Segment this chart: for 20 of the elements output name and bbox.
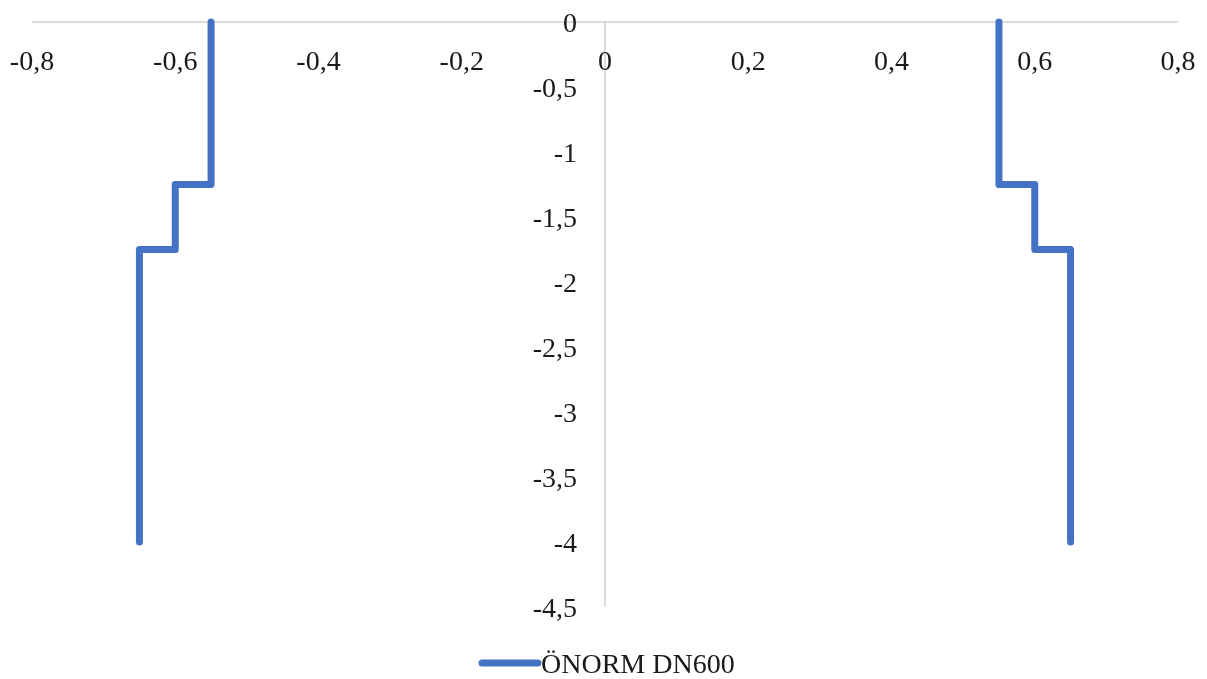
x-tick-label: 0,6 [1017, 44, 1053, 76]
x-tick-label: -0,2 [439, 44, 484, 76]
y-tick-label: -0,5 [532, 71, 577, 103]
y-tick-label: -3,5 [532, 461, 577, 493]
x-tick-label: 0 [598, 44, 612, 76]
x-tick-label: 0,4 [874, 44, 909, 76]
y-tick-label: -1 [553, 136, 577, 168]
y-tick-label: -3 [553, 396, 577, 428]
x-tick-label: -0,4 [296, 44, 341, 76]
y-tick-label: -2 [553, 266, 577, 298]
y-tick-label: -4 [553, 526, 577, 558]
x-tick-label: -0,6 [153, 44, 198, 76]
x-tick-label: 0,8 [1160, 44, 1196, 76]
legend-label: ÖNORM DN600 [541, 647, 735, 679]
x-tick-label: 0,2 [730, 44, 766, 76]
y-tick-label: -4,5 [532, 591, 577, 623]
y-tick-label: -1,5 [532, 201, 577, 233]
x-tick-label: -0,8 [9, 44, 55, 76]
y-tick-label: 0 [563, 6, 577, 38]
y-tick-label: -2,5 [532, 331, 577, 363]
